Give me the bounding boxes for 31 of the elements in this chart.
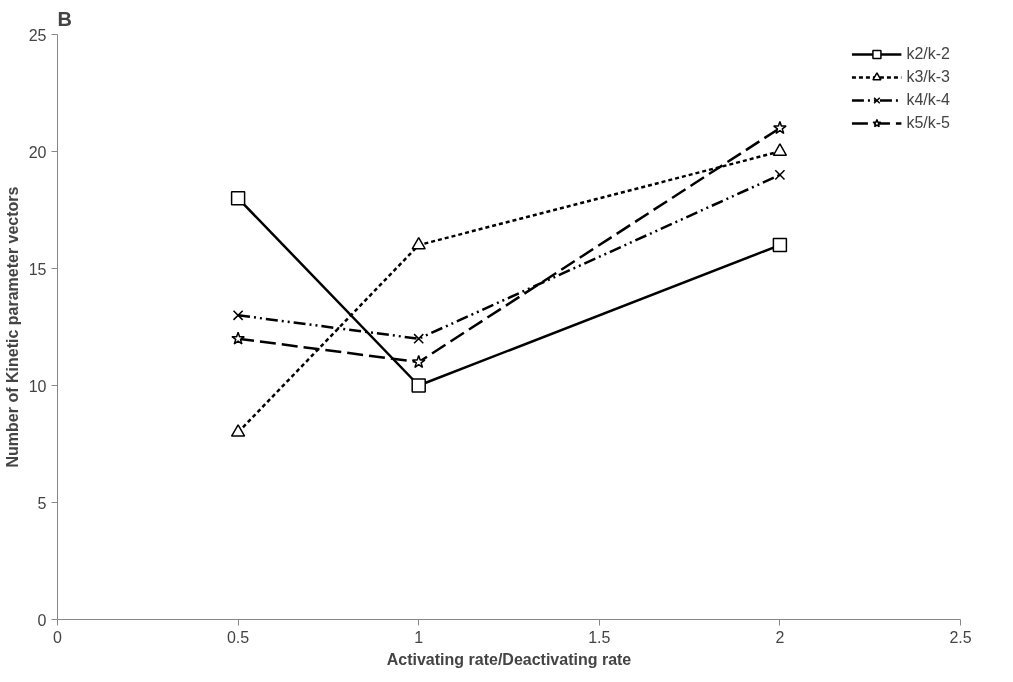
y-axis-title: Number of Kinetic parameter vectors: [3, 186, 21, 468]
point: [774, 169, 786, 181]
y-tick-label: 15: [28, 260, 47, 278]
point: [772, 143, 788, 156]
y-tick-label: 5: [37, 494, 47, 512]
legend-label: k5/k-5: [906, 114, 950, 132]
point: [772, 237, 788, 253]
legend-label: k3/k-3: [906, 68, 950, 86]
x-axis-title: Activating rate/Deactivating rate: [386, 650, 632, 668]
x-tick-label: 2.5: [949, 628, 972, 646]
point: [411, 378, 426, 393]
y-tick-label: 10: [28, 377, 47, 395]
y-tick-label: 25: [28, 26, 47, 44]
legend-label: k4/k-4: [906, 91, 950, 109]
point: [411, 236, 426, 250]
x-tick-label: 0: [53, 628, 63, 646]
point: [232, 309, 244, 321]
x-tick-label: 0.5: [226, 628, 250, 646]
point: [413, 333, 425, 345]
y-tick-label: 0: [37, 611, 47, 629]
x-tick-label: 1.5: [588, 628, 611, 646]
point: [230, 191, 246, 206]
point: [772, 120, 787, 135]
x-tick-label: 1: [414, 628, 424, 646]
point: [231, 331, 246, 345]
x-tick-label: 2: [775, 628, 785, 646]
y-tick-label: 20: [28, 143, 47, 161]
chart-title: B: [57, 7, 72, 30]
point: [230, 424, 246, 437]
legend-label: k2/k-2: [906, 45, 950, 63]
point: [411, 354, 426, 369]
